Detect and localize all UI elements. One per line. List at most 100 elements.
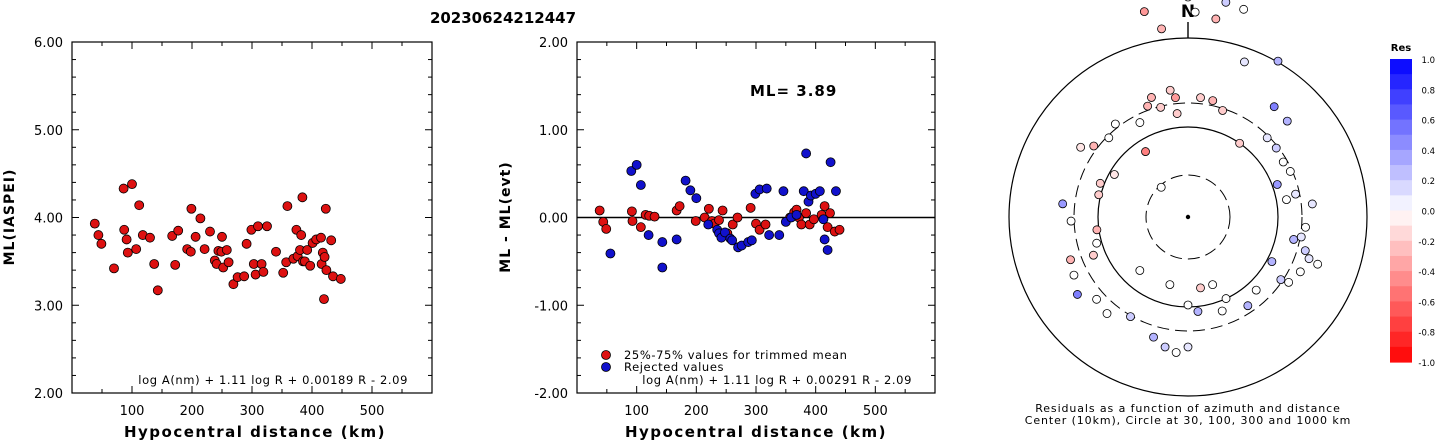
y-tick-label: -1.00 [534, 299, 568, 314]
station-marker [1190, 7, 1200, 17]
station-marker [1301, 222, 1310, 232]
station-marker [1110, 119, 1120, 129]
rejected-point [798, 186, 809, 197]
station-marker [1217, 306, 1227, 316]
trimmed-point [825, 208, 835, 219]
station-marker [1296, 232, 1306, 242]
station-marker [1262, 133, 1272, 143]
station-marker [1172, 109, 1182, 118]
data-point [221, 245, 232, 255]
station-marker [1141, 147, 1150, 156]
station-marker [1160, 342, 1170, 352]
colorbar-cell [1390, 255, 1412, 272]
caption-line-1: Residuals as a function of azimuth and d… [1035, 402, 1341, 415]
data-point [296, 230, 307, 240]
station-marker [1073, 290, 1082, 299]
colorbar-cells [1390, 59, 1412, 363]
station-marker [1149, 332, 1158, 342]
rejected-point [814, 186, 825, 197]
station-markers [1058, 0, 1323, 357]
ring-300km [1073, 102, 1303, 332]
data-point [185, 246, 196, 257]
station-marker [1269, 102, 1279, 112]
station-marker [1221, 0, 1231, 7]
rejected-point [822, 245, 833, 255]
data-point [217, 231, 227, 242]
x-tick-label: 400 [803, 404, 828, 419]
rejected-point [657, 262, 668, 273]
x-tick-label: 100 [624, 404, 649, 419]
x-tick-label: 200 [684, 404, 709, 419]
legend-marker-rejected [601, 362, 611, 372]
colorbar-cell [1390, 210, 1412, 227]
trimmed-point [727, 219, 738, 230]
x-tick-label: 300 [240, 404, 265, 419]
station-marker [1243, 301, 1253, 311]
y-tick-label: 1.00 [539, 124, 568, 139]
rejected-point [605, 248, 616, 259]
rejected-point [720, 227, 730, 238]
data-point [239, 271, 250, 282]
station-marker [1156, 182, 1166, 192]
x-tick-label: 200 [180, 404, 205, 419]
station-marker [1094, 190, 1104, 200]
colorbar-cell [1390, 89, 1412, 106]
ml-value-label: ML= 3.89 [750, 82, 837, 100]
trimmed-point [760, 219, 771, 230]
data-point [278, 267, 289, 278]
data-point [319, 294, 329, 305]
trimmed-point [714, 215, 724, 226]
data-point [131, 244, 142, 254]
station-marker [1092, 294, 1101, 304]
colorbar-tick-label: -0.4 [1418, 268, 1435, 278]
station-marker [1291, 189, 1300, 199]
trimmed-point [626, 206, 637, 217]
y-tick-label: 4.00 [34, 212, 63, 227]
colorbar-cell [1390, 331, 1412, 348]
rejected-point [703, 219, 714, 230]
rejected-point [791, 209, 802, 220]
axis-ticks: 100 200 300 400 500 2.00 3.00 4.00 5.00 6.00 [34, 36, 432, 419]
station-marker [1165, 85, 1175, 95]
rejected-point [801, 148, 812, 159]
y-tick-label: 2.00 [34, 387, 63, 402]
x-tick-label: 400 [300, 404, 325, 419]
colorbar-cell [1390, 225, 1412, 242]
colorbar-tick-label: -0.6 [1418, 298, 1435, 308]
colorbar-tick-label: -0.8 [1418, 329, 1435, 339]
caption-line-2: Center (10km), Circle at 30, 100, 300 an… [1025, 414, 1351, 427]
trimmed-point [690, 216, 701, 226]
rejected-point [774, 230, 785, 240]
colorbar-cell [1390, 134, 1412, 151]
data-point [335, 274, 346, 284]
y-tick-label: 6.00 [34, 36, 63, 51]
station-marker [1184, 0, 1192, 2]
data-point [190, 231, 201, 242]
station-marker [1147, 93, 1156, 102]
station-marker [1171, 348, 1181, 357]
colorbar-cell [1390, 271, 1412, 287]
rejected-point [626, 166, 637, 176]
data-point [256, 259, 267, 269]
azimuth-polar-panel: N Residuals as a function of azimuth and… [1008, 0, 1368, 427]
station-marker [1066, 255, 1075, 265]
colorbar-cell [1390, 286, 1412, 302]
colorbar-cell [1390, 301, 1412, 318]
station-marker [1307, 199, 1317, 209]
station-marker [1157, 24, 1166, 34]
data-point [320, 203, 331, 214]
data-point [152, 285, 163, 296]
data-point [316, 232, 326, 243]
x-tick-label: 500 [360, 404, 385, 419]
station-marker [1267, 257, 1277, 266]
trimmed-point [594, 205, 605, 216]
colorbar-tick-label: 0.6 [1421, 117, 1435, 127]
legend-label-rejected: Rejected values [624, 360, 724, 374]
station-marker [1295, 267, 1305, 277]
station-marker [1066, 216, 1076, 226]
data-point [271, 246, 281, 257]
station-marker [1135, 118, 1145, 127]
axis-ticks: 100 200 300 400 500 -2.00 -1.00 0.00 1.00 2.00 [534, 36, 935, 419]
colorbar-tick-label: 1.0 [1421, 56, 1435, 66]
